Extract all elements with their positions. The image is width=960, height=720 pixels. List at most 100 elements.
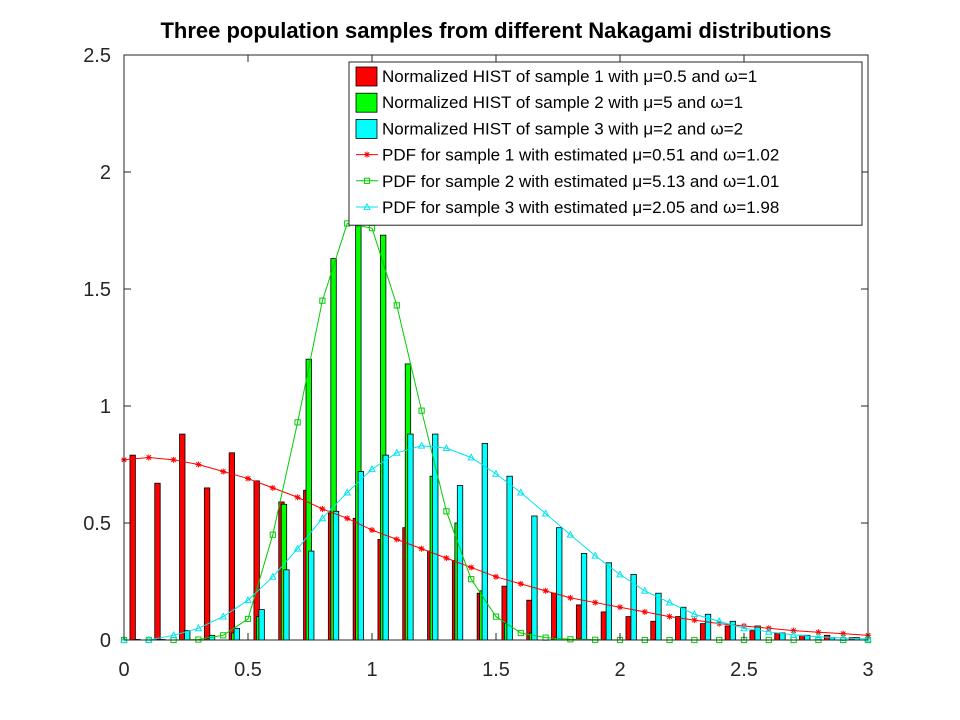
bar-sample-3 xyxy=(357,471,364,641)
pdf-point-sample-3 xyxy=(789,630,798,638)
legend-entry: PDF for sample 1 with estimated μ=0.51 a… xyxy=(356,146,779,165)
pdf-point-sample-3 xyxy=(541,509,550,517)
y-tick-label: 1 xyxy=(100,396,111,418)
legend-entry: Normalized HIST of sample 1 with μ=0.5 a… xyxy=(355,66,757,87)
pdf-point-sample-2 xyxy=(492,613,500,620)
pdf-point-sample-2 xyxy=(567,636,574,643)
pdf-point-sample-3 xyxy=(740,624,748,632)
legend-label: Normalized HIST of sample 2 with μ=5 and… xyxy=(382,93,743,112)
bar-sample-3 xyxy=(332,510,340,641)
pdf-point-sample-3 xyxy=(219,612,228,620)
pdf-point-sample-3 xyxy=(368,464,376,473)
pdf-point-sample-1 xyxy=(393,536,400,543)
pdf-line-sample-3 xyxy=(124,445,869,641)
pdf-point-sample-2 xyxy=(294,419,301,426)
bar-sample-3 xyxy=(506,475,513,641)
legend-swatch xyxy=(355,92,378,113)
pdf-point-sample-1 xyxy=(344,515,351,522)
pdf-point-sample-3 xyxy=(268,572,277,580)
legend-label: Normalized HIST of sample 3 with μ=2 and… xyxy=(382,119,743,138)
pdf-point-sample-3 xyxy=(442,443,451,452)
legend-entry: PDF for sample 3 with estimated μ=2.05 a… xyxy=(356,198,779,217)
pdf-point-sample-3 xyxy=(194,624,203,632)
bar-sample-3 xyxy=(258,609,265,641)
x-tick-label: 0 xyxy=(118,659,129,681)
axis-ticks: 0 0.5 1 1.5 2 2.5 3 0 0.5 1 1.5 2 2.5 xyxy=(83,45,873,681)
x-tick-label: 1 xyxy=(366,659,377,681)
y-tick-label: 2.5 xyxy=(83,45,111,67)
bar-sample-3 xyxy=(680,606,687,641)
bar-sample-1 xyxy=(179,433,186,641)
x-tick-label: 1.5 xyxy=(482,659,510,681)
y-tick-label: 0.5 xyxy=(83,513,111,535)
legend-entry: Normalized HIST of sample 2 with μ=5 and… xyxy=(355,92,743,113)
legend-label: PDF for sample 2 with estimated μ=5.13 a… xyxy=(382,172,779,191)
pdf-point-sample-1 xyxy=(369,527,375,534)
bar-sample-1 xyxy=(203,487,211,641)
bars-layer xyxy=(129,225,860,641)
pdf-point-sample-1 xyxy=(493,573,499,580)
x-tick-label: 0.5 xyxy=(234,659,262,681)
pdf-point-sample-3 xyxy=(616,570,624,578)
legend-swatch xyxy=(355,119,378,139)
pdf-point-sample-2 xyxy=(468,576,475,583)
pdf-point-sample-3 xyxy=(839,633,848,642)
legend-marker xyxy=(363,202,371,210)
pdf-point-sample-2 xyxy=(220,632,227,639)
legend-entry: Normalized HIST of sample 3 with μ=2 and… xyxy=(355,119,743,139)
bar-sample-3 xyxy=(605,562,612,641)
bar-sample-3 xyxy=(233,627,240,641)
pdf-point-sample-1 xyxy=(468,564,475,571)
pdf-point-sample-1 xyxy=(641,608,648,615)
pdf-point-sample-2 xyxy=(269,531,276,538)
pdf-point-sample-1 xyxy=(269,484,276,491)
pdf-point-sample-2 xyxy=(393,302,400,309)
bar-sample-3 xyxy=(655,592,662,641)
legend-box xyxy=(348,61,863,226)
bar-sample-3 xyxy=(283,569,290,641)
pdf-point-sample-3 xyxy=(814,632,823,640)
pdf-point-sample-1 xyxy=(691,617,698,624)
pdf-point-sample-3 xyxy=(244,595,252,604)
pdf-point-sample-1 xyxy=(840,630,847,637)
pdf-point-sample-3 xyxy=(318,514,327,522)
pdf-point-sample-2 xyxy=(418,407,425,414)
pdf-point-sample-3 xyxy=(467,453,476,461)
bar-sample-3 xyxy=(407,433,414,641)
pdf-point-sample-1 xyxy=(145,454,152,461)
lines-layer xyxy=(120,220,872,644)
pdf-point-sample-3 xyxy=(764,627,773,635)
pdf-point-sample-3 xyxy=(492,469,500,477)
pdf-point-sample-1 xyxy=(294,494,301,501)
pdf-point-sample-1 xyxy=(220,468,227,475)
legend-swatch xyxy=(355,66,378,87)
pdf-point-sample-3 xyxy=(417,441,426,449)
pdf-point-sample-3 xyxy=(343,488,352,496)
pdf-point-sample-3 xyxy=(516,488,525,496)
pdf-point-sample-1 xyxy=(815,629,822,636)
pdf-point-sample-1 xyxy=(517,580,524,587)
bar-sample-1 xyxy=(154,482,161,641)
pdf-point-sample-3 xyxy=(864,634,872,642)
pdf-point-sample-3 xyxy=(566,530,575,538)
pdf-point-sample-1 xyxy=(542,587,549,594)
bar-sample-3 xyxy=(754,625,761,641)
chart-title: Three population samples from different … xyxy=(160,18,831,43)
pdf-point-sample-2 xyxy=(517,629,524,637)
bar-sample-3 xyxy=(531,515,538,641)
legend-marker xyxy=(363,177,371,184)
bar-sample-3 xyxy=(556,527,563,641)
pdf-point-sample-1 xyxy=(195,461,202,468)
legend-label: PDF for sample 3 with estimated μ=2.05 a… xyxy=(382,198,779,217)
pdf-point-sample-3 xyxy=(293,544,302,552)
legend: Normalized HIST of sample 1 with μ=0.5 a… xyxy=(348,61,863,226)
y-tick-label: 1.5 xyxy=(83,279,111,301)
pdf-point-sample-1 xyxy=(567,594,574,601)
pdf-point-sample-3 xyxy=(690,610,699,618)
pdf-point-sample-1 xyxy=(617,604,623,611)
pdf-point-sample-3 xyxy=(169,631,178,639)
legend-label: Normalized HIST of sample 1 with μ=0.5 a… xyxy=(382,67,757,86)
legend-marker xyxy=(364,151,370,158)
